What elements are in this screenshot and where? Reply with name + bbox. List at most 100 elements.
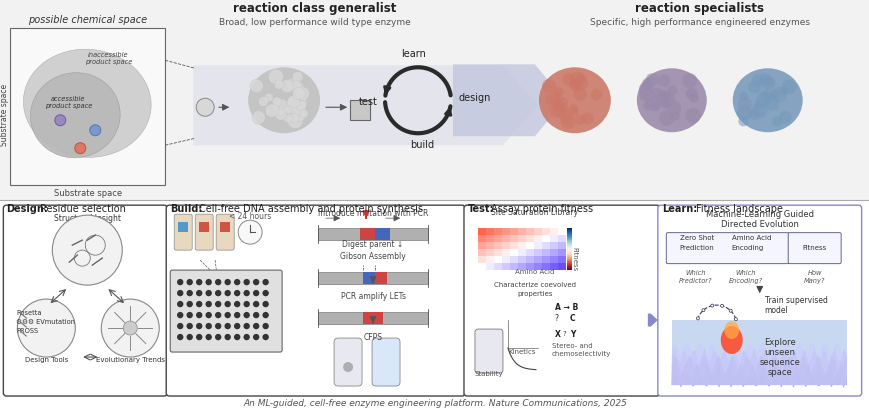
Circle shape bbox=[645, 73, 658, 86]
Circle shape bbox=[215, 323, 221, 329]
Bar bbox=[349, 100, 369, 120]
Text: Learn:: Learn: bbox=[661, 204, 696, 214]
Bar bbox=[477, 263, 485, 270]
Text: Evolutionary Trends: Evolutionary Trends bbox=[96, 357, 164, 363]
Circle shape bbox=[641, 78, 653, 90]
FancyArrow shape bbox=[453, 64, 564, 136]
Circle shape bbox=[574, 114, 585, 125]
Bar bbox=[567, 255, 571, 256]
Bar bbox=[501, 263, 509, 270]
Circle shape bbox=[737, 97, 751, 111]
FancyBboxPatch shape bbox=[195, 214, 213, 250]
Circle shape bbox=[196, 334, 202, 340]
Bar bbox=[486, 242, 493, 249]
Bar bbox=[517, 249, 525, 256]
Circle shape bbox=[286, 79, 297, 90]
Bar bbox=[567, 260, 571, 261]
Circle shape bbox=[561, 115, 574, 129]
Bar bbox=[541, 263, 549, 270]
Bar bbox=[567, 230, 571, 231]
Circle shape bbox=[243, 323, 249, 329]
Text: Characterize coevolved: Characterize coevolved bbox=[494, 282, 575, 288]
Bar bbox=[477, 256, 485, 263]
Circle shape bbox=[90, 125, 101, 136]
Bar bbox=[567, 263, 571, 264]
Circle shape bbox=[685, 108, 700, 123]
Circle shape bbox=[186, 312, 193, 318]
Circle shape bbox=[287, 95, 300, 108]
FancyBboxPatch shape bbox=[666, 233, 788, 263]
Circle shape bbox=[574, 76, 587, 90]
Circle shape bbox=[755, 92, 771, 107]
Bar bbox=[494, 263, 501, 270]
Bar bbox=[477, 249, 485, 256]
Bar bbox=[0, 0, 869, 200]
Circle shape bbox=[253, 279, 259, 285]
Ellipse shape bbox=[23, 49, 151, 157]
Bar bbox=[517, 236, 525, 242]
Text: Which
Encoding?: Which Encoding? bbox=[728, 270, 762, 284]
Circle shape bbox=[123, 321, 137, 335]
Text: Specific, high performance engineered enzymes: Specific, high performance engineered en… bbox=[589, 18, 809, 27]
Text: space: space bbox=[766, 367, 791, 376]
Circle shape bbox=[549, 103, 564, 118]
Circle shape bbox=[551, 98, 561, 108]
Text: Assay protein fitness: Assay protein fitness bbox=[490, 204, 593, 214]
Circle shape bbox=[186, 334, 193, 340]
Circle shape bbox=[215, 290, 221, 296]
FancyBboxPatch shape bbox=[372, 338, 400, 386]
Circle shape bbox=[249, 79, 263, 92]
Text: test: test bbox=[359, 97, 378, 107]
Bar bbox=[509, 256, 517, 263]
Bar bbox=[567, 246, 571, 247]
Text: Residue selection: Residue selection bbox=[40, 204, 126, 214]
Circle shape bbox=[224, 279, 230, 285]
Circle shape bbox=[234, 279, 240, 285]
FancyArrow shape bbox=[193, 65, 537, 145]
Bar bbox=[509, 249, 517, 256]
Circle shape bbox=[286, 96, 301, 111]
Bar bbox=[567, 234, 571, 235]
Circle shape bbox=[264, 93, 273, 102]
Bar bbox=[318, 228, 428, 240]
Text: ?: ? bbox=[554, 314, 558, 323]
Text: Y: Y bbox=[569, 330, 574, 339]
Text: Digest parent ↓: Digest parent ↓ bbox=[342, 240, 403, 249]
Bar bbox=[557, 256, 565, 263]
Text: reaction specialists: reaction specialists bbox=[634, 2, 763, 15]
Circle shape bbox=[760, 90, 773, 103]
Circle shape bbox=[658, 110, 673, 126]
Bar bbox=[534, 263, 541, 270]
Ellipse shape bbox=[723, 321, 739, 339]
Circle shape bbox=[747, 80, 760, 94]
Bar bbox=[509, 236, 517, 242]
Bar bbox=[541, 236, 549, 242]
Text: A → B: A → B bbox=[554, 302, 578, 312]
Bar bbox=[501, 242, 509, 249]
Circle shape bbox=[224, 290, 230, 296]
Circle shape bbox=[205, 279, 212, 285]
Text: properties: properties bbox=[516, 291, 552, 297]
Circle shape bbox=[224, 334, 230, 340]
Circle shape bbox=[733, 318, 737, 321]
Circle shape bbox=[272, 97, 282, 106]
Text: An ML-guided, cell-free enzyme engineering platform. Nature Communications, 2025: An ML-guided, cell-free enzyme engineeri… bbox=[242, 399, 627, 408]
FancyBboxPatch shape bbox=[174, 214, 192, 250]
Circle shape bbox=[299, 109, 308, 118]
Bar bbox=[477, 236, 485, 242]
Text: build: build bbox=[409, 140, 434, 150]
Ellipse shape bbox=[248, 67, 320, 133]
Circle shape bbox=[292, 87, 305, 100]
Bar bbox=[541, 256, 549, 263]
Bar bbox=[567, 267, 571, 268]
Text: Zero Shot: Zero Shot bbox=[679, 235, 713, 241]
FancyBboxPatch shape bbox=[216, 214, 234, 250]
FancyBboxPatch shape bbox=[334, 338, 362, 386]
Circle shape bbox=[281, 79, 294, 93]
Circle shape bbox=[656, 92, 671, 106]
Bar bbox=[567, 237, 571, 238]
Bar bbox=[486, 256, 493, 263]
Circle shape bbox=[243, 301, 249, 307]
Bar bbox=[526, 236, 533, 242]
Bar bbox=[567, 268, 571, 269]
